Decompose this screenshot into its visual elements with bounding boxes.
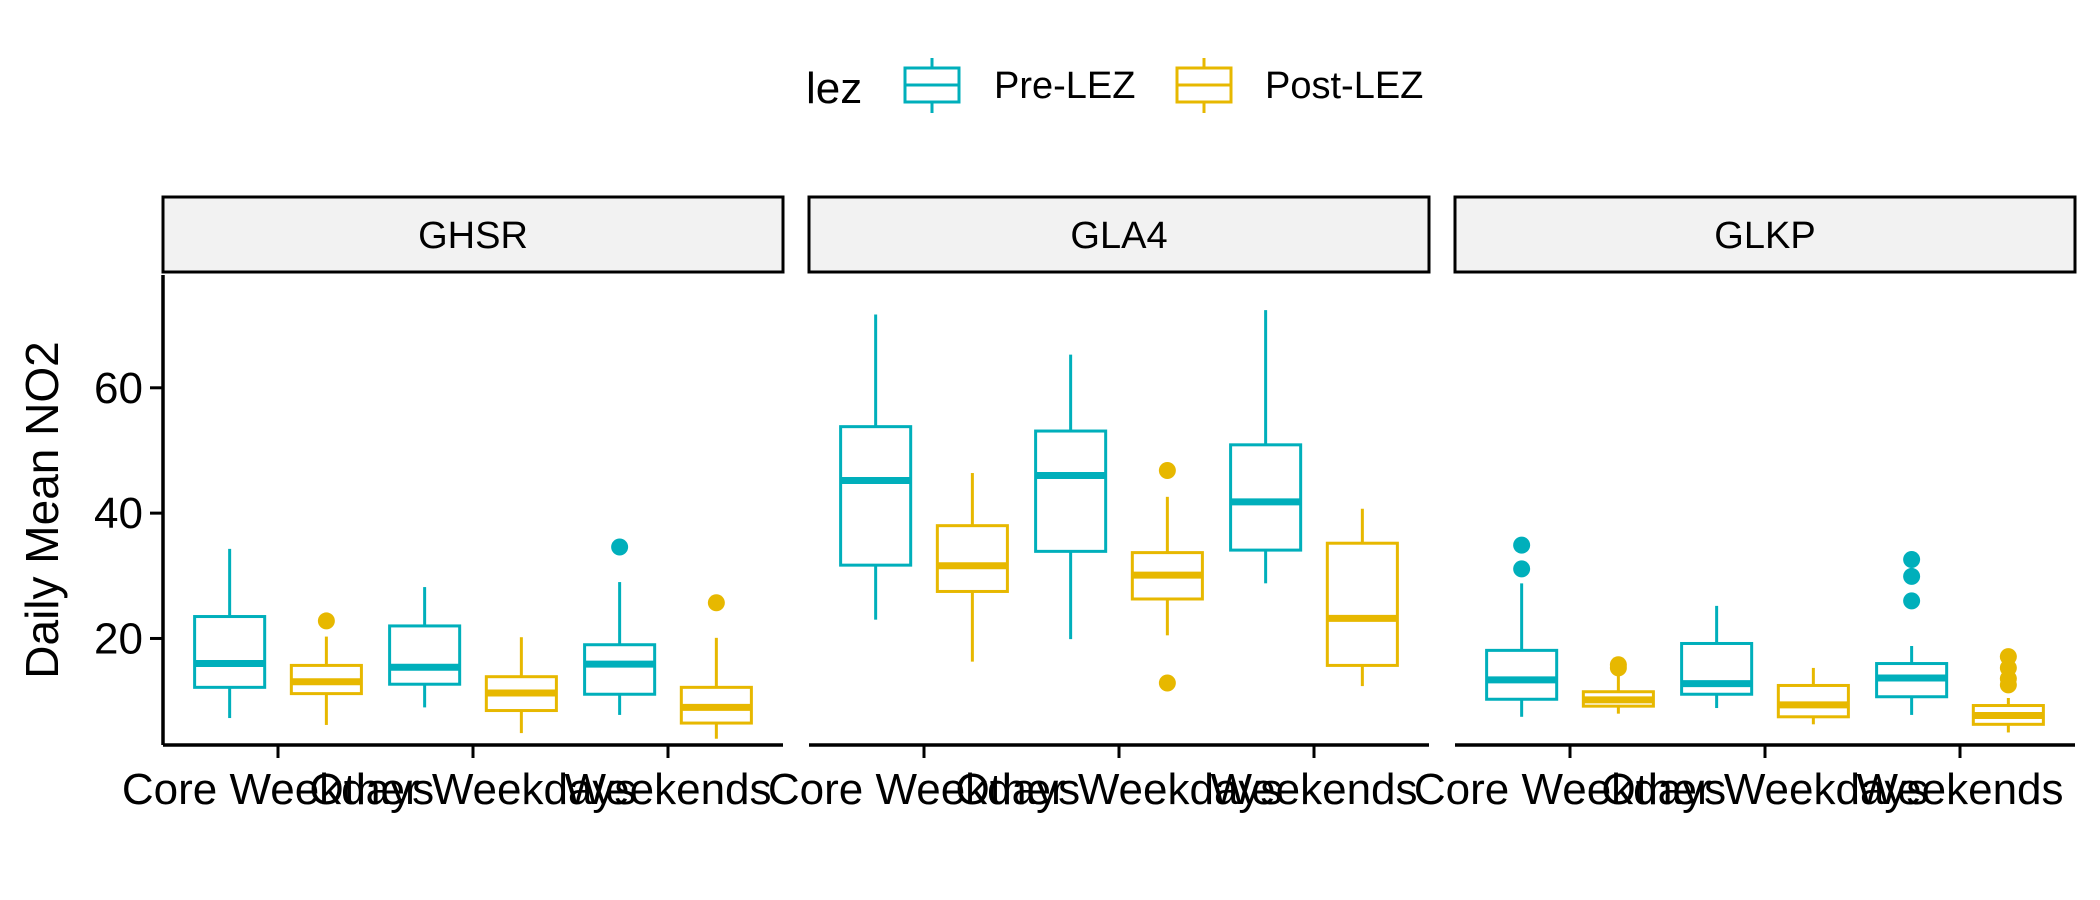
- outlier-point: [1609, 659, 1627, 677]
- box-gla4-weekends-pre-lez: [1229, 310, 1303, 584]
- strip-label-gla4: GLA4: [1070, 215, 1167, 257]
- outlier-point: [1513, 536, 1531, 554]
- outlier-point: [707, 594, 725, 612]
- box-glkp-core-weekdays-pre-lez: [1485, 536, 1559, 717]
- legend-key-post-lez: [1175, 58, 1233, 113]
- iqr-box: [1485, 648, 1559, 701]
- outlier-point: [611, 538, 629, 556]
- y-axis: 20 40 60 Daily Mean NO2: [16, 275, 165, 745]
- legend-key-pre-lez: [903, 58, 961, 113]
- box-gla4-other-weekdays-post-lez: [1130, 462, 1204, 692]
- box-ghsr-core-weekdays-pre-lez: [193, 548, 267, 719]
- box-glkp-other-weekdays-pre-lez: [1680, 605, 1754, 709]
- x-tick-label-weekends: Weekends: [564, 765, 771, 814]
- strip-label-glkp: GLKP: [1714, 215, 1815, 257]
- y-axis-title: Daily Mean NO2: [16, 341, 68, 678]
- legend: lez Pre-LEZ Post-LEZ: [806, 58, 1423, 113]
- box-gla4-other-weekdays-pre-lez: [1034, 354, 1108, 640]
- box-glkp-weekends-pre-lez: [1875, 551, 1949, 715]
- x-tick-label-other-weekdays: Other Weekdays: [956, 765, 1283, 814]
- x-tick-label-other-weekdays: Other Weekdays: [1602, 765, 1929, 814]
- box-gla4-core-weekdays-pre-lez: [839, 314, 913, 620]
- outlier-point: [317, 612, 335, 630]
- x-tick-label-weekends: Weekends: [1856, 765, 2063, 814]
- outlier-point: [1903, 592, 1921, 610]
- outlier-point: [1903, 567, 1921, 585]
- strip-glkp: [1453, 195, 2077, 274]
- box-ghsr-other-weekdays-post-lez: [484, 637, 558, 734]
- box-ghsr-weekends-post-lez: [679, 594, 753, 739]
- outlier-point: [1903, 551, 1921, 569]
- x-tick-label-core-weekdays: Core Weekdays: [1414, 765, 1726, 814]
- strip-ghsr: [161, 195, 785, 274]
- outlier-point: [1158, 674, 1176, 692]
- legend-label-pre-lez: Pre-LEZ: [994, 65, 1135, 107]
- box-gla4-weekends-post-lez: [1325, 508, 1399, 687]
- iqr-box: [1034, 429, 1108, 553]
- x-tick-label-core-weekdays: Core Weekdays: [122, 765, 434, 814]
- box-glkp-weekends-post-lez: [1971, 648, 2045, 733]
- y-tick-label: 20: [94, 614, 143, 663]
- outlier-point: [1513, 560, 1531, 578]
- iqr-box: [193, 615, 267, 689]
- outlier-point: [1158, 462, 1176, 480]
- strip-gla4: [807, 195, 1431, 274]
- iqr-box: [1776, 683, 1850, 719]
- box-gla4-core-weekdays-post-lez: [935, 473, 1009, 662]
- strip-label-ghsr: GHSR: [418, 215, 528, 257]
- iqr-box: [1325, 541, 1399, 667]
- box-ghsr-core-weekdays-post-lez: [289, 612, 363, 725]
- x-tick-label-core-weekdays: Core Weekdays: [768, 765, 1080, 814]
- box-ghsr-weekends-pre-lez: [583, 538, 657, 715]
- box-glkp-core-weekdays-post-lez: [1581, 656, 1655, 714]
- iqr-box: [388, 624, 462, 686]
- x-tick-label-other-weekdays: Other Weekdays: [310, 765, 637, 814]
- iqr-box: [839, 425, 913, 567]
- y-tick-label: 40: [94, 489, 143, 538]
- iqr-box: [1229, 443, 1303, 552]
- iqr-box: [583, 643, 657, 696]
- x-tick-label-weekends: Weekends: [1210, 765, 1417, 814]
- legend-title: lez: [806, 64, 862, 113]
- legend-label-post-lez: Post-LEZ: [1265, 65, 1423, 107]
- iqr-box: [935, 524, 1009, 593]
- box-glkp-other-weekdays-post-lez: [1776, 667, 1850, 725]
- y-tick-label: 60: [94, 364, 143, 413]
- box-ghsr-other-weekdays-pre-lez: [388, 587, 462, 708]
- outlier-point: [1999, 676, 2017, 694]
